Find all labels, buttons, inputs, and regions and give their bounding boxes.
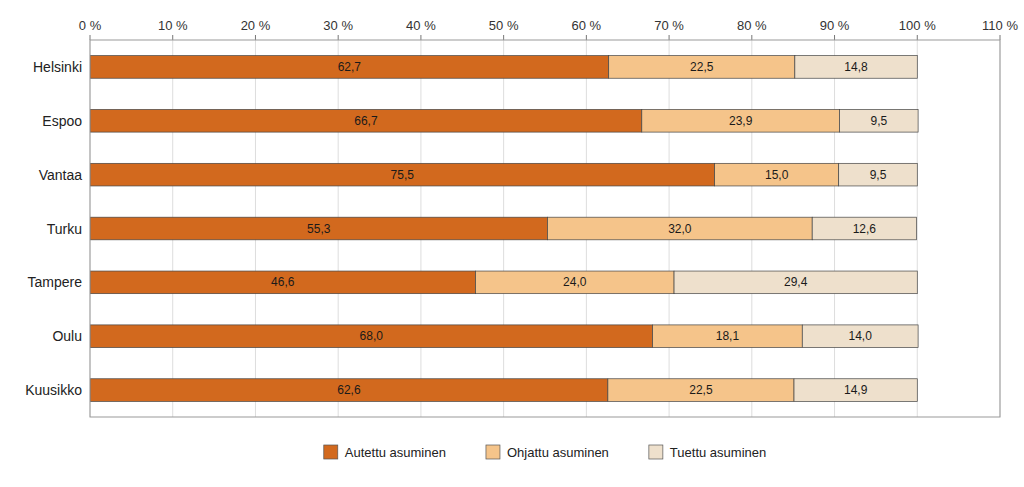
x-axis: 0 % 10 % 20 % 30 % 40 % 50 % 60 % 70 % 80 % 90 % 1… xyxy=(79,18,1019,417)
category-label: Oulu xyxy=(52,328,82,344)
tick-mark xyxy=(503,35,504,40)
legend-label: Tuettu asuminen xyxy=(670,445,766,460)
bar-segment xyxy=(715,163,839,186)
tick-label: 80 % xyxy=(737,18,767,33)
tick-mark xyxy=(420,35,421,40)
data-label: 22,5 xyxy=(690,60,714,74)
bar-segment xyxy=(674,271,917,294)
data-label: 14,0 xyxy=(849,329,873,343)
category-label: Espoo xyxy=(42,113,82,129)
tick-mark xyxy=(751,35,752,40)
legend-label: Ohjattu asuminen xyxy=(507,445,609,460)
bar-segment xyxy=(840,109,919,132)
tick-mark xyxy=(172,35,173,40)
tick-label: 100 % xyxy=(899,18,936,33)
legend: Autettu asuminen Ohjattu asuminen Tuettu a… xyxy=(324,445,766,460)
tick-mark xyxy=(255,35,256,40)
tick-label: 20 % xyxy=(241,18,271,33)
legend-item: Autettu asuminen xyxy=(324,445,446,460)
tick-label: 40 % xyxy=(406,18,436,33)
legend-swatch xyxy=(486,445,500,459)
y-axis: Helsinki Espoo Vantaa Turku Tampere Oulu Kuusi… xyxy=(25,59,82,398)
bar-segment xyxy=(802,325,918,348)
data-label: 9,5 xyxy=(870,168,887,182)
data-label: 14,9 xyxy=(844,383,868,397)
tick-mark xyxy=(1000,35,1001,40)
data-labels: 62,7 22,5 14,8 66,7 23,9 9,5 75,5 15,0 9,5 55,3 32… xyxy=(271,60,887,397)
tick-label: 0 % xyxy=(79,18,102,33)
data-label: 22,5 xyxy=(689,383,713,397)
tick-label: 60 % xyxy=(572,18,602,33)
data-label: 29,4 xyxy=(784,275,808,289)
data-label: 23,9 xyxy=(729,114,753,128)
grid-line xyxy=(917,40,918,417)
bar-segment xyxy=(90,56,609,79)
bar-segment xyxy=(90,217,547,240)
category-label: Vantaa xyxy=(39,167,83,183)
tick-mark xyxy=(834,35,835,40)
legend-item: Tuettu asuminen xyxy=(649,445,766,460)
bar-segment xyxy=(609,56,795,79)
chart: 0 % 10 % 20 % 30 % 40 % 50 % 60 % 70 % 80 % 90 % 1… xyxy=(0,0,1024,487)
data-label: 24,0 xyxy=(563,275,587,289)
bar-segment xyxy=(812,217,916,240)
legend-label: Autettu asuminen xyxy=(345,445,446,460)
data-label: 9,5 xyxy=(870,114,887,128)
tick-mark xyxy=(338,35,339,40)
bar-segment xyxy=(90,163,715,186)
legend-item: Ohjattu asuminen xyxy=(486,445,609,460)
bar-segment xyxy=(90,379,608,402)
data-label: 62,7 xyxy=(338,60,362,74)
plot-frame xyxy=(90,40,1000,417)
tick-mark xyxy=(669,35,670,40)
plot-background xyxy=(90,40,1000,417)
bar-segment xyxy=(476,271,675,294)
data-label: 68,0 xyxy=(360,329,384,343)
category-label: Kuusikko xyxy=(25,382,82,398)
tick-label: 70 % xyxy=(654,18,684,33)
data-label: 46,6 xyxy=(271,275,295,289)
bars xyxy=(90,56,918,402)
bar-segment xyxy=(547,217,812,240)
data-label: 55,3 xyxy=(307,222,331,236)
data-label: 18,1 xyxy=(716,329,740,343)
legend-swatch xyxy=(324,445,338,459)
bar-segment xyxy=(642,109,840,132)
bar-segment xyxy=(608,379,794,402)
tick-label: 30 % xyxy=(323,18,353,33)
bar-segment xyxy=(795,56,917,79)
bar-segment xyxy=(90,271,476,294)
tick-label: 90 % xyxy=(820,18,850,33)
category-label: Helsinki xyxy=(33,59,82,75)
category-label: Tampere xyxy=(28,274,83,290)
data-label: 15,0 xyxy=(765,168,789,182)
bar-segment xyxy=(839,163,918,186)
data-label: 12,6 xyxy=(853,222,877,236)
tick-label: 110 % xyxy=(982,18,1018,33)
data-label: 62,6 xyxy=(337,383,361,397)
bar-segment xyxy=(653,325,803,348)
tick-label: 50 % xyxy=(489,18,519,33)
tick-mark xyxy=(90,35,91,40)
tick-label: 10 % xyxy=(158,18,188,33)
bar-segment xyxy=(794,379,917,402)
data-label: 14,8 xyxy=(844,60,868,74)
data-label: 66,7 xyxy=(354,114,378,128)
bar-segment xyxy=(90,325,653,348)
tick-mark xyxy=(917,35,918,40)
bar-segment xyxy=(90,109,642,132)
data-label: 75,5 xyxy=(391,168,415,182)
category-label: Turku xyxy=(47,221,82,237)
data-label: 32,0 xyxy=(668,222,692,236)
legend-swatch xyxy=(649,445,663,459)
tick-mark xyxy=(586,35,587,40)
